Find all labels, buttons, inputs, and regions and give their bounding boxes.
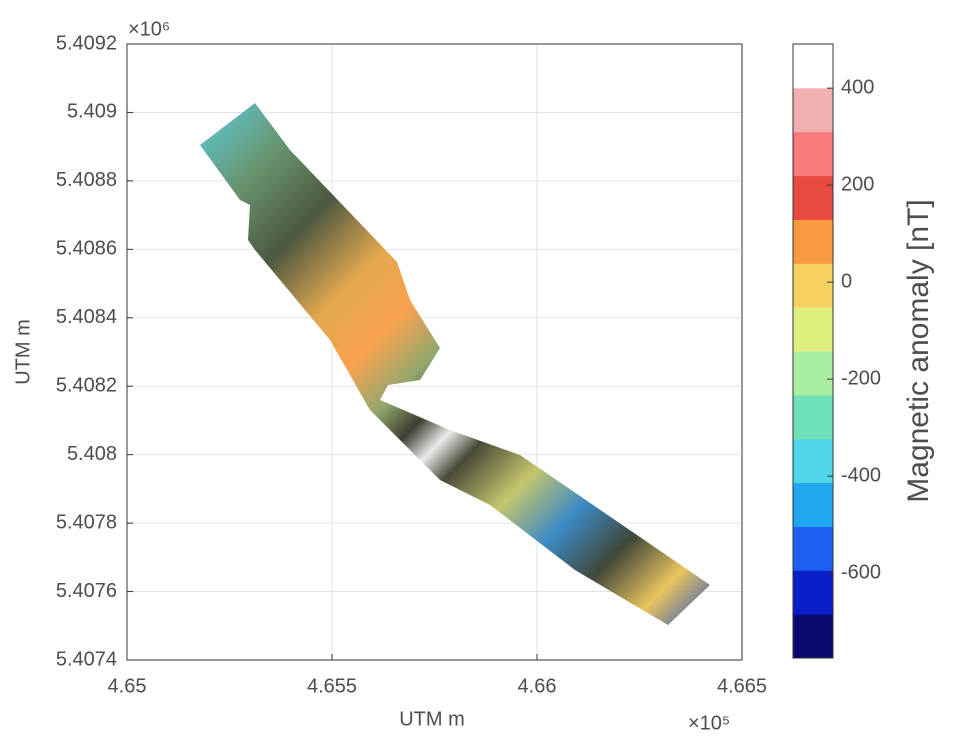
colorbar-step [793,131,833,177]
colorbar-tick-label: 0 [841,270,852,292]
colorbar-tick-label: 200 [841,173,874,195]
y-tick-label: 5.4076 [56,580,117,602]
colorbar-step [793,219,833,264]
y-tick-label: 5.4074 [56,648,117,670]
colorbar-step [793,175,833,220]
colorbar-step [793,351,833,396]
y-tick-label: 5.408 [67,443,117,465]
colorbar-step [793,394,833,440]
colorbar-step [793,87,833,133]
colorbar-step [793,44,833,89]
x-tick-label: 4.655 [307,675,357,697]
y-tick-label: 5.4092 [56,32,117,54]
colorbar-tick-label: -600 [841,561,881,583]
x-tick-label: 4.665 [717,675,767,697]
colorbar-tick-label: -200 [841,367,881,389]
colorbar [792,43,834,659]
y-exponent: ×10⁶ [128,18,170,40]
colorbar-step [793,263,833,308]
y-tick-label: 5.4082 [56,375,117,397]
x-exponent: ×10⁵ [688,712,730,734]
x-tick-label: 4.65 [108,675,147,697]
x-axis-label: UTM m [399,708,465,730]
survey-image [200,103,710,625]
colorbar-step [793,307,833,352]
y-axis-label: UTM m [12,319,34,385]
y-tick-label: 5.4088 [56,169,117,191]
colorbar-step [793,482,833,527]
y-tick-label: 5.4086 [56,238,117,260]
colorbar-step [793,438,833,484]
axes-box [126,43,743,661]
colorbar-tick-label: 400 [841,76,874,98]
colorbar-step [793,526,833,571]
y-tick-label: 5.4078 [56,511,117,533]
colorbar-label: Magnetic anomaly [nT] [902,199,935,502]
y-tick-label: 5.409 [67,101,117,123]
colorbar-tick-label: -400 [841,464,881,486]
colorbar-frame [792,43,834,659]
colorbar-step [793,614,833,659]
y-tick-label: 5.4084 [56,306,117,328]
colorbar-step [793,570,833,615]
x-tick-label: 4.66 [518,675,557,697]
